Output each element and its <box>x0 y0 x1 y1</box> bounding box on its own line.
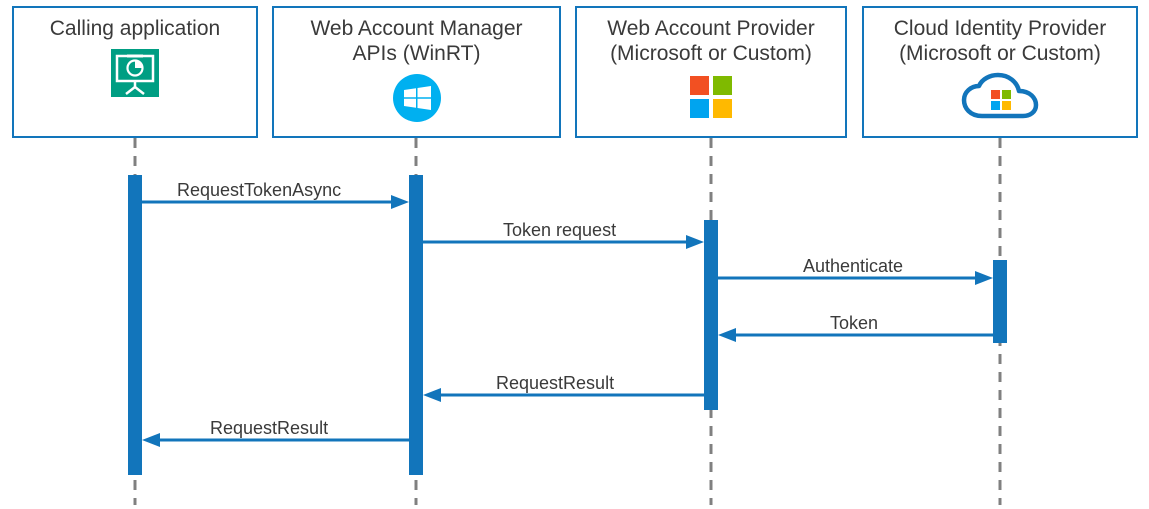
activation-app <box>128 175 142 475</box>
message-label-5: RequestResult <box>210 418 328 439</box>
participant-cloud: Cloud Identity Provider (Microsoft or Cu… <box>862 6 1138 138</box>
activation-wam <box>409 175 423 475</box>
participant-title-wam: Web Account Manager APIs (WinRT) <box>310 16 522 66</box>
message-arrowhead-1 <box>686 235 704 249</box>
activation-cloud <box>993 260 1007 343</box>
windows-circle-icon <box>391 72 443 124</box>
cloud-provider-icon <box>958 72 1042 126</box>
microsoft-logo-icon <box>686 72 736 122</box>
message-arrowhead-0 <box>391 195 409 209</box>
activation-wap <box>704 220 718 410</box>
message-label-1: Token request <box>503 220 616 241</box>
participant-wam: Web Account Manager APIs (WinRT) <box>272 6 561 138</box>
presentation-icon <box>109 47 161 99</box>
message-label-2: Authenticate <box>803 256 903 277</box>
message-label-4: RequestResult <box>496 373 614 394</box>
participant-title-wap: Web Account Provider (Microsoft or Custo… <box>607 16 814 66</box>
participant-wap: Web Account Provider (Microsoft or Custo… <box>575 6 847 138</box>
message-arrowhead-2 <box>975 271 993 285</box>
message-arrowhead-3 <box>718 328 736 342</box>
participant-title-cloud: Cloud Identity Provider (Microsoft or Cu… <box>894 16 1106 66</box>
participant-app: Calling application <box>12 6 258 138</box>
message-label-3: Token <box>830 313 878 334</box>
message-arrowhead-4 <box>423 388 441 402</box>
participant-title-app: Calling application <box>50 16 220 41</box>
message-arrowhead-5 <box>142 433 160 447</box>
message-label-0: RequestTokenAsync <box>177 180 341 201</box>
